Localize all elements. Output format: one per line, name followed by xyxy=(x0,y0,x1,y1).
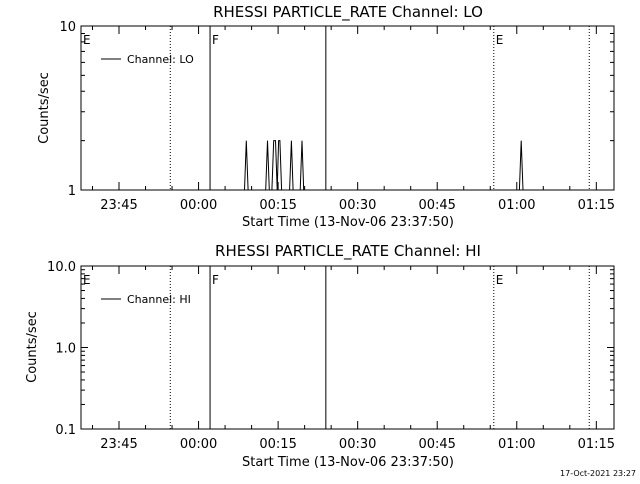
x-tick-label: 01:00 xyxy=(498,437,535,452)
y-axis-label: Counts/sec xyxy=(37,72,52,144)
x-tick-label: 00:15 xyxy=(259,198,296,213)
footer-timestamp: 17-Oct-2021 23:27 xyxy=(560,469,636,478)
x-tick-label: 00:00 xyxy=(180,437,217,452)
event-marker-label: F xyxy=(212,273,219,287)
x-tick-label: 23:45 xyxy=(100,198,137,213)
x-axis-label: Start Time (13-Nov-06 23:37:50) xyxy=(242,455,454,470)
y-tick-label: 1 xyxy=(68,184,76,199)
y-axis-label: Counts/sec xyxy=(25,311,40,383)
plot-area: 0.1 1.0 10.0 23:45 00:00 00:15 00:30 00:45 01:00… xyxy=(47,260,615,452)
legend-label: Channel: HI xyxy=(127,293,191,306)
x-tick-label: 00:45 xyxy=(418,437,455,452)
chart-title: RHESSI PARTICLE_RATE Channel: LO xyxy=(213,3,483,22)
x-axis-label: Start Time (13-Nov-06 23:37:50) xyxy=(242,215,454,230)
legend-label: Channel: LO xyxy=(127,53,194,66)
plot-area: 1 10 23:45 00:00 00:15 00:30 00:45 01:00 01:15 E F… xyxy=(59,20,615,213)
event-marker-label: E xyxy=(83,33,91,47)
x-tick-label: 01:15 xyxy=(578,437,615,452)
event-marker-label: F xyxy=(212,33,219,47)
x-tick-label: 00:00 xyxy=(180,198,217,213)
chart-title: RHESSI PARTICLE_RATE Channel: HI xyxy=(215,242,481,261)
panel-lo: RHESSI PARTICLE_RATE Channel: LO Counts/… xyxy=(37,3,615,230)
y-tick-label: 10 xyxy=(59,20,76,35)
y-tick-label: 0.1 xyxy=(55,423,76,438)
x-tick-label: 00:15 xyxy=(259,437,296,452)
x-tick-label: 23:45 xyxy=(100,437,137,452)
x-tick-label: 00:45 xyxy=(418,198,455,213)
x-tick-label: 01:15 xyxy=(578,198,615,213)
x-tick-label: 00:30 xyxy=(339,437,376,452)
y-tick-label: 10.0 xyxy=(47,260,76,275)
panel-hi: RHESSI PARTICLE_RATE Channel: HI Counts/… xyxy=(25,242,615,470)
event-marker-label: E xyxy=(496,273,504,287)
series-line xyxy=(244,140,524,191)
x-tick-label: 01:00 xyxy=(498,198,535,213)
event-marker-label: E xyxy=(83,273,91,287)
y-tick-label: 1.0 xyxy=(55,342,76,357)
event-marker-label: E xyxy=(496,33,504,47)
x-tick-label: 00:30 xyxy=(339,198,376,213)
